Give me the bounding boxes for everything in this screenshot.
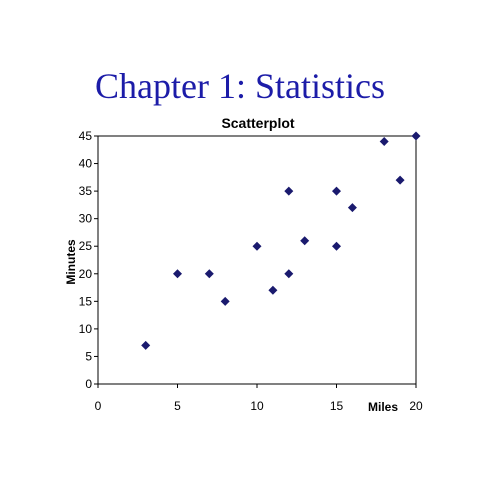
chart-title: Scatterplot bbox=[221, 115, 294, 131]
data-point bbox=[204, 269, 214, 279]
x-tick-label: 15 bbox=[330, 399, 344, 413]
data-point bbox=[252, 241, 262, 251]
data-point bbox=[332, 186, 341, 196]
data-point bbox=[173, 269, 182, 279]
data-point bbox=[332, 241, 341, 251]
data-point bbox=[284, 186, 294, 196]
data-point bbox=[411, 131, 421, 141]
y-tick-label: 35 bbox=[79, 184, 93, 198]
x-axis: 0 5 10 15 20 bbox=[95, 384, 423, 413]
x-tick-label: 20 bbox=[409, 399, 423, 413]
y-tick-label: 40 bbox=[79, 157, 93, 171]
y-tick-label: 25 bbox=[79, 239, 93, 253]
y-tick-label: 0 bbox=[85, 377, 92, 391]
page-title: Chapter 1: Statistics bbox=[95, 66, 385, 106]
data-point bbox=[347, 203, 357, 213]
y-tick-label: 20 bbox=[79, 267, 93, 281]
y-tick-label: 45 bbox=[79, 129, 93, 143]
x-tick-label: 10 bbox=[250, 399, 264, 413]
x-axis-label: Miles bbox=[368, 400, 398, 414]
data-points bbox=[141, 131, 421, 350]
data-point bbox=[395, 175, 405, 185]
data-point bbox=[284, 269, 294, 279]
y-tick-label: 30 bbox=[79, 212, 93, 226]
y-tick-label: 5 bbox=[85, 349, 92, 363]
y-tick-label: 15 bbox=[79, 294, 93, 308]
data-point bbox=[379, 137, 389, 147]
data-point bbox=[220, 296, 230, 306]
y-axis-label: Minutes bbox=[64, 239, 78, 285]
x-tick-label: 5 bbox=[174, 399, 181, 413]
x-tick-label: 0 bbox=[95, 399, 102, 413]
data-point bbox=[300, 236, 310, 246]
y-tick-label: 10 bbox=[79, 322, 93, 336]
data-point bbox=[141, 340, 151, 350]
data-point bbox=[268, 285, 278, 295]
y-axis: 0 5 10 15 20 25 30 35 40 45 bbox=[79, 129, 98, 391]
